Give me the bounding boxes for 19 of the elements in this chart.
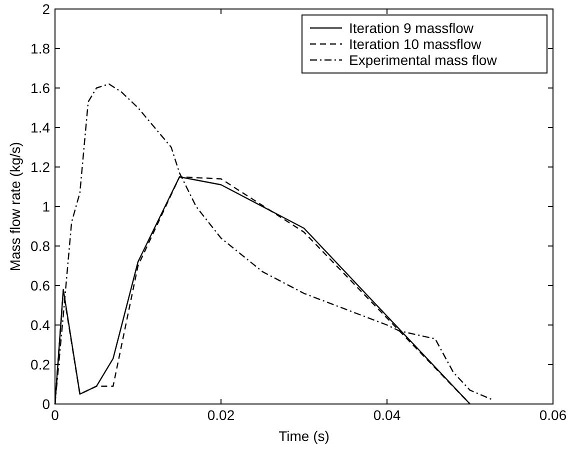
y-tick-label: 2 — [42, 1, 50, 17]
y-tick-label: 1.8 — [30, 40, 50, 56]
legend-label: Experimental mass flow — [349, 52, 498, 68]
y-tick-label: 1.4 — [30, 120, 50, 136]
y-tick-label: 0.2 — [30, 356, 50, 372]
y-tick-label: 0.4 — [30, 317, 50, 333]
x-axis-title: Time (s) — [278, 428, 330, 444]
y-tick-label: 0 — [42, 396, 50, 412]
y-tick-label: 0.6 — [30, 278, 50, 294]
y-tick-label: 1.2 — [30, 159, 50, 175]
x-tick-label: 0.02 — [207, 407, 235, 423]
x-tick-label: 0.06 — [539, 407, 567, 423]
legend-label: Iteration 10 massflow — [349, 36, 482, 52]
legend-label: Iteration 9 massflow — [349, 20, 474, 36]
x-tick-label: 0.04 — [373, 407, 401, 423]
y-tick-label: 1 — [42, 198, 50, 214]
y-tick-label: 0.8 — [30, 238, 50, 254]
y-tick-label: 1.6 — [30, 80, 50, 96]
y-axis-title: Mass flow rate (kg/s) — [7, 142, 23, 272]
